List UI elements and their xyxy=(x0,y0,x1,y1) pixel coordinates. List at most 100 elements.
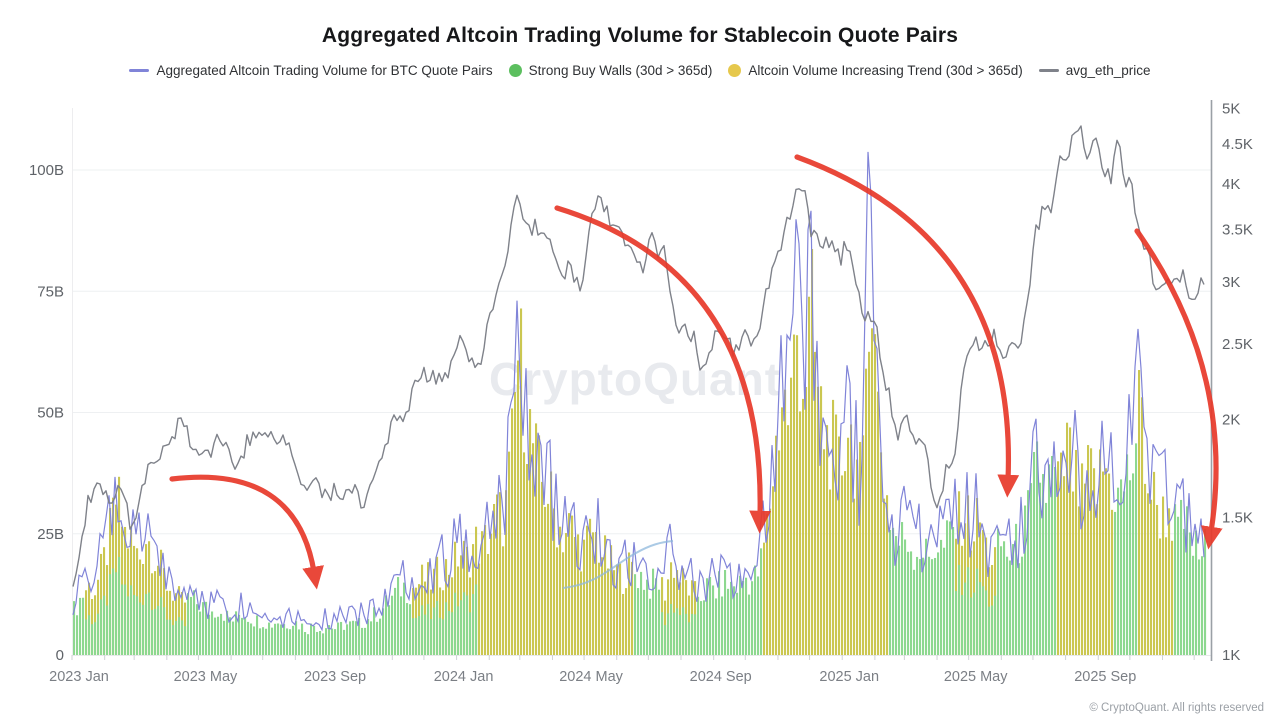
volume-bar-green xyxy=(1045,502,1048,655)
volume-bar-green xyxy=(322,633,325,655)
volume-bar-green xyxy=(190,596,193,655)
volume-bar-green xyxy=(460,600,463,655)
y-right-label: 5K xyxy=(1222,100,1240,117)
volume-bar-green xyxy=(376,621,379,655)
volume-bar-green xyxy=(448,610,451,655)
volume-bar-yellow xyxy=(502,546,505,655)
volume-bar-yellow xyxy=(1138,370,1141,655)
volume-bar-yellow xyxy=(556,547,559,655)
volume-bar-green xyxy=(976,568,979,655)
volume-bar-green xyxy=(721,596,724,655)
volume-bar-green xyxy=(118,556,121,655)
volume-bar-green xyxy=(697,596,700,655)
legend-item-volume-increasing-trend[interactable]: Altcoin Volume Increasing Trend (30d > 3… xyxy=(728,63,1023,78)
volume-bar-yellow xyxy=(766,514,769,655)
volume-bar-green xyxy=(268,622,271,655)
volume-bar-yellow xyxy=(499,492,502,655)
volume-bar-green xyxy=(358,618,361,655)
volume-bar-yellow xyxy=(778,450,781,655)
volume-bar-yellow xyxy=(847,437,850,655)
volume-bar-green xyxy=(352,620,355,655)
volume-bar-green xyxy=(754,565,757,655)
volume-bar-green xyxy=(271,627,274,655)
volume-bar-yellow xyxy=(583,539,586,655)
y-left-label: 0 xyxy=(56,647,64,664)
volume-bar-green xyxy=(223,620,226,655)
volume-bar-yellow xyxy=(514,391,517,655)
volume-bar-green xyxy=(163,607,166,655)
volume-bar-yellow xyxy=(832,399,835,655)
volume-bar-green xyxy=(157,605,160,655)
volume-bar-green xyxy=(172,625,175,655)
volume-bar-yellow xyxy=(886,495,889,655)
volume-bar-yellow xyxy=(862,435,865,655)
volume-bar-green xyxy=(205,601,208,655)
volume-bar-green xyxy=(316,631,319,655)
volume-bar-yellow xyxy=(478,563,481,655)
volume-bar-yellow xyxy=(1171,540,1174,655)
volume-bar-green xyxy=(703,600,706,655)
volume-bar-green xyxy=(112,568,115,655)
volume-bar-yellow xyxy=(838,436,841,655)
volume-bar-green xyxy=(1186,506,1189,655)
volume-bar-green xyxy=(469,612,472,655)
volume-bar-yellow xyxy=(883,498,886,655)
volume-bar-yellow xyxy=(1072,491,1075,655)
volume-bar-green xyxy=(967,567,970,655)
volume-bar-green xyxy=(175,621,178,655)
volume-bar-yellow xyxy=(1165,537,1168,655)
volume-bar-green xyxy=(472,594,475,655)
volume-bar-yellow xyxy=(1108,473,1111,655)
volume-bar-green xyxy=(988,606,991,655)
volume-bar-green xyxy=(130,585,133,655)
x-axis-label: 2025 Sep xyxy=(1074,669,1136,685)
volume-bar-yellow xyxy=(1090,448,1093,655)
legend-item-strong-buy-walls[interactable]: Strong Buy Walls (30d > 365d) xyxy=(508,63,712,78)
volume-bar-green xyxy=(148,592,151,655)
y-right-label: 4K xyxy=(1222,176,1240,193)
volume-bar-green xyxy=(718,571,721,655)
volume-bar-green xyxy=(226,610,229,655)
volume-bar-yellow xyxy=(853,498,856,655)
x-axis-label: 2024 Sep xyxy=(690,669,752,685)
legend-item-avg-eth-price[interactable]: avg_eth_price xyxy=(1038,63,1151,78)
volume-bar-green xyxy=(694,614,697,655)
volume-bar-yellow xyxy=(811,249,814,655)
volume-bar-yellow xyxy=(586,525,589,655)
blue-trend-curve-annotation xyxy=(562,540,674,589)
legend-item-btc-volume[interactable]: Aggregated Altcoin Trading Volume for BT… xyxy=(129,63,493,78)
volume-bar-green xyxy=(400,596,403,655)
volume-bar-green xyxy=(667,613,670,655)
y-left-label: 50B xyxy=(37,405,64,422)
volume-bar-green xyxy=(298,629,301,655)
volume-bar-yellow xyxy=(1162,496,1165,655)
red-arrow-annotation xyxy=(1134,228,1223,550)
volume-bar-yellow xyxy=(1150,499,1153,655)
volume-bar-yellow xyxy=(577,534,580,655)
volume-bar-yellow xyxy=(763,542,766,655)
volume-bar-green xyxy=(238,614,241,655)
legend-label: avg_eth_price xyxy=(1065,63,1151,78)
volume-bar-yellow xyxy=(1060,452,1063,655)
volume-bar-yellow xyxy=(1075,449,1078,655)
volume-bar-yellow xyxy=(823,449,826,655)
volume-bar-green xyxy=(655,578,658,655)
volume-bar-green xyxy=(652,568,655,655)
volume-bar-green xyxy=(214,617,217,655)
volume-bar-green xyxy=(664,625,667,655)
volume-bar-green xyxy=(94,622,97,655)
volume-bar-yellow xyxy=(1096,504,1099,655)
red-arrow-annotation xyxy=(554,205,772,534)
chart-legend: Aggregated Altcoin Trading Volume for BT… xyxy=(0,63,1280,78)
volume-bar-green xyxy=(1177,516,1180,655)
volume-bar-green xyxy=(961,594,964,655)
volume-bar-yellow xyxy=(526,464,529,655)
volume-bar-green xyxy=(286,628,289,655)
volume-bar-green xyxy=(439,617,442,655)
volume-bar-yellow xyxy=(523,452,526,655)
volume-bar-green xyxy=(463,592,466,655)
volume-bar-green xyxy=(115,572,118,655)
volume-bar-green xyxy=(1204,528,1207,655)
